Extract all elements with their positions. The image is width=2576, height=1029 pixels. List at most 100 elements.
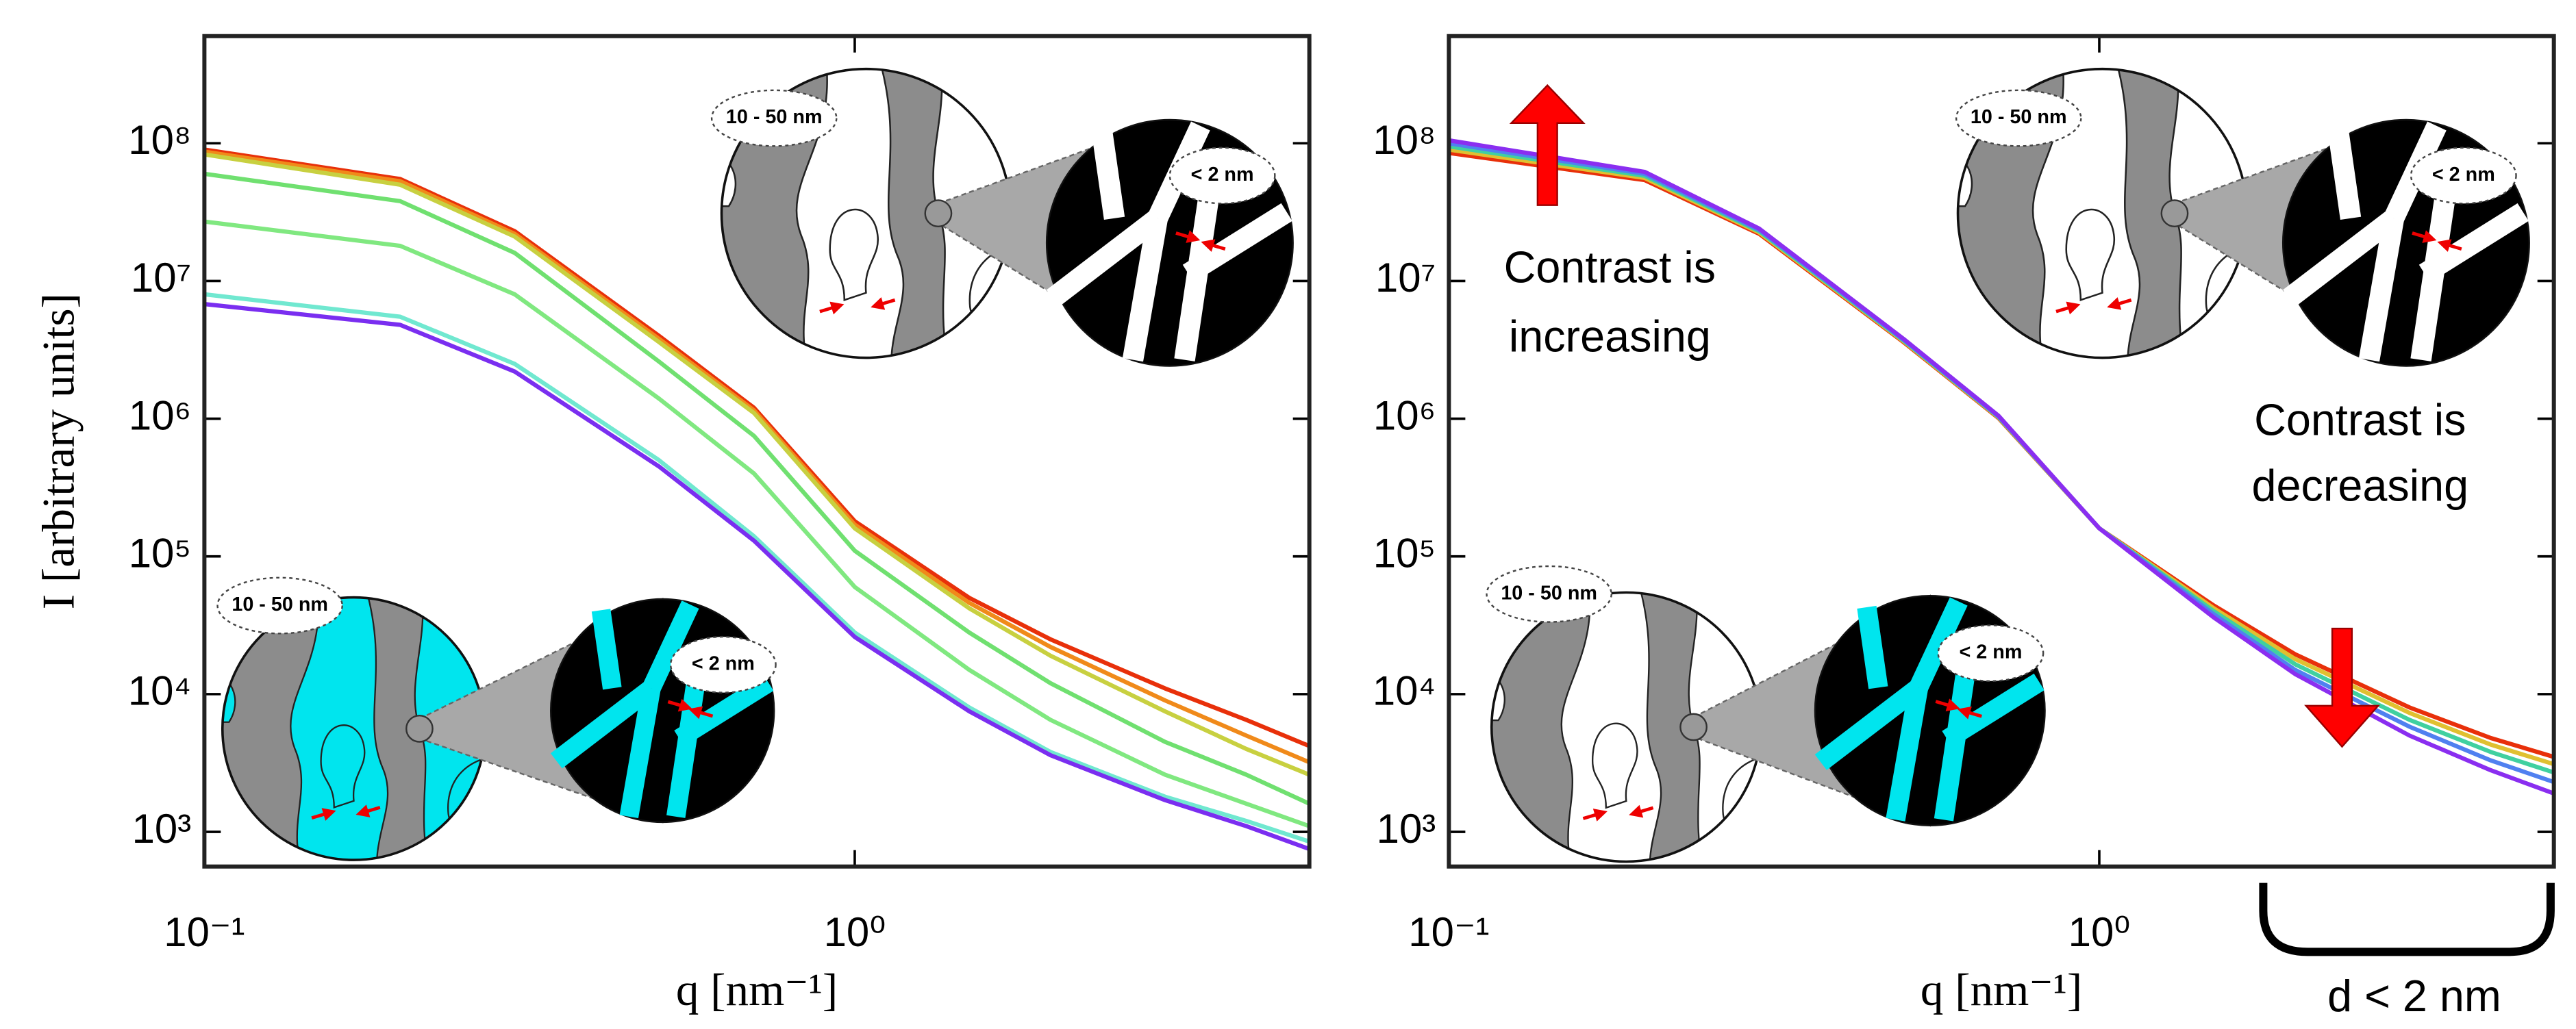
pore	[1910, 597, 1968, 692]
red-arrowhead	[829, 301, 845, 315]
red-arrowhead	[688, 706, 703, 720]
label-ellipse	[669, 635, 777, 694]
annotation: Contrast is	[1504, 242, 1716, 292]
zoom-point	[2160, 199, 2189, 228]
y-tick-label: 10³	[132, 806, 192, 852]
x-tick-label: 10⁰	[2068, 909, 2131, 955]
size-label: 10 - 50 nm	[726, 106, 823, 128]
label-ellipse	[710, 89, 838, 147]
axes-frame	[202, 34, 1312, 869]
y-tick-label: 10⁸	[1373, 117, 1436, 163]
pore	[2358, 216, 2405, 362]
red-arrowhead	[1629, 804, 1644, 818]
pore	[1857, 605, 1888, 689]
pore	[1814, 680, 1925, 770]
annotation: decreasing	[2252, 460, 2469, 510]
series-group	[1449, 138, 2554, 796]
series-group	[204, 147, 1310, 852]
red-arrowhead	[2422, 230, 2437, 243]
y-tick-label: 10³	[1377, 806, 1436, 852]
y-tick-label: 10⁸	[128, 117, 191, 163]
y-tick-label: 10⁶	[1373, 392, 1436, 438]
blob	[222, 668, 236, 723]
red-arrowhead	[321, 808, 336, 821]
y-tick-label: 10⁷	[131, 255, 191, 301]
size-label: < 2 nm	[1191, 164, 1254, 186]
blob	[2065, 208, 2116, 301]
up-arrow	[1509, 84, 1586, 206]
x-tick-label: 10⁰	[824, 909, 886, 955]
label-ellipse	[1168, 147, 1276, 205]
pore	[674, 674, 774, 747]
bracket	[2259, 882, 2555, 956]
pore	[1091, 130, 1125, 220]
size-label: < 2 nm	[692, 652, 755, 674]
zoom-point	[924, 199, 953, 228]
label-ellipse	[1955, 89, 2082, 147]
y-tick-label: 10⁴	[128, 668, 191, 714]
red-arrowhead	[1592, 809, 1608, 822]
label-ellipse	[216, 576, 343, 635]
label-ellipse	[2410, 147, 2517, 205]
red-arrowhead	[871, 297, 886, 310]
blob	[829, 208, 879, 301]
red-arrowhead	[1201, 239, 1216, 252]
blob	[721, 147, 737, 207]
size-label: 10 - 50 nm	[1501, 582, 1597, 604]
curve	[204, 302, 1310, 852]
pore	[642, 600, 699, 693]
blob	[1491, 665, 1505, 722]
size-label: 10 - 50 nm	[232, 594, 328, 615]
y-tick-label: 10⁵	[1373, 531, 1436, 576]
axes-frame	[1447, 34, 2556, 869]
label-ellipse	[1486, 565, 1612, 623]
annotation: Contrast is	[2254, 395, 2466, 445]
x-axis-label: q [nm⁻¹]	[1921, 964, 2082, 1015]
annotation: increasing	[1509, 311, 1711, 361]
pore	[2327, 130, 2362, 220]
blob	[1958, 147, 1973, 207]
blob	[1631, 592, 1708, 862]
curve	[204, 171, 1310, 806]
y-axis-label: I [arbitrary units]	[33, 293, 84, 609]
zoom-point	[1679, 713, 1708, 741]
red-arrowhead	[355, 804, 371, 817]
pore	[1886, 685, 1929, 822]
pore	[550, 681, 658, 769]
pore	[2418, 203, 2529, 283]
x-axis-label: q [nm⁻¹]	[676, 964, 838, 1015]
y-tick-label: 10⁴	[1373, 668, 1436, 714]
down-arrow	[2304, 627, 2380, 748]
blob	[1591, 722, 1638, 809]
curve	[204, 152, 1310, 777]
red-arrowhead	[2437, 239, 2452, 252]
pore	[591, 609, 622, 690]
blob	[320, 724, 366, 809]
size-label: < 2 nm	[2432, 164, 2495, 186]
red-arrowhead	[2107, 297, 2122, 310]
pore	[1182, 203, 1292, 283]
x-tick-label: 10⁻¹	[164, 909, 245, 955]
x-tick-label: 10⁻¹	[1408, 909, 1489, 955]
red-arrowhead	[1945, 698, 1960, 711]
curve	[204, 292, 1310, 844]
size-label: 10 - 50 nm	[1971, 106, 2067, 128]
y-tick-label: 10⁷	[1375, 255, 1436, 301]
curve	[204, 219, 1310, 828]
red-arrowhead	[2066, 301, 2081, 315]
label-ellipse	[1937, 624, 2044, 683]
pore	[1046, 209, 1164, 307]
blob	[359, 597, 434, 861]
curve	[204, 149, 1310, 765]
pore	[1122, 216, 1168, 362]
pore	[2282, 209, 2401, 307]
y-tick-label: 10⁵	[129, 531, 191, 576]
curve	[1449, 138, 2554, 796]
blob	[872, 68, 954, 358]
blob	[2108, 68, 2190, 358]
red-arrowhead	[1957, 706, 1972, 720]
red-arrowhead	[677, 698, 692, 712]
zoom-point	[405, 714, 434, 743]
